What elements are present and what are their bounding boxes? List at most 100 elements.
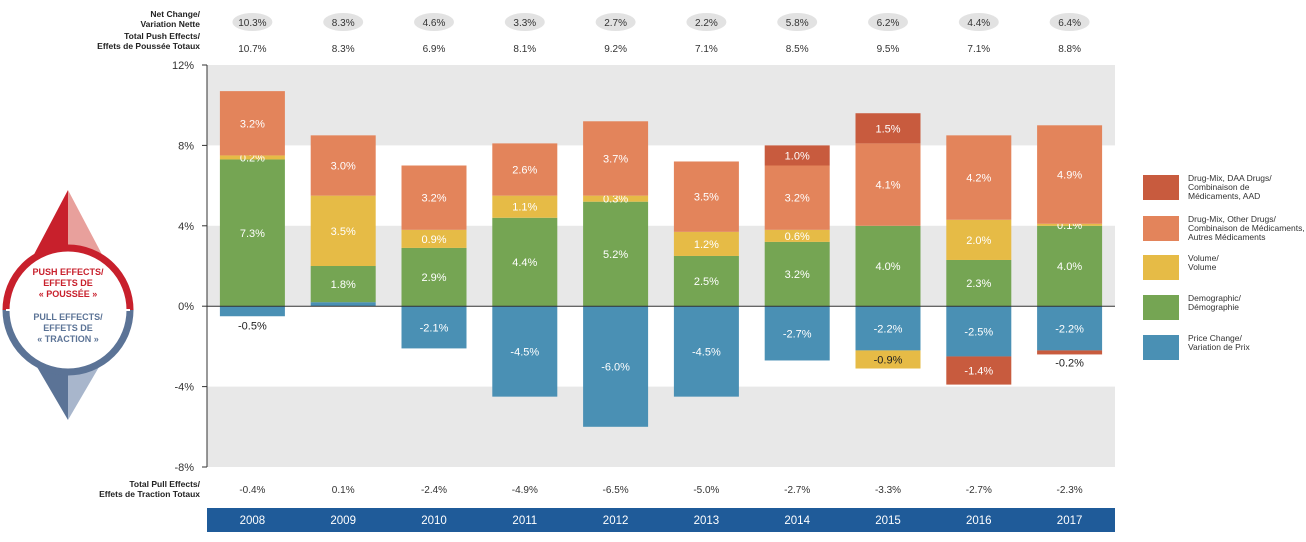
push-effects-label: PUSH EFFECTS/ <box>32 267 104 277</box>
bar-segment-volume-2013 <box>673 231 739 256</box>
y-tick-label: 0% <box>178 301 194 313</box>
legend-swatch-demo <box>1143 295 1179 320</box>
total-push-value: 7.1% <box>695 44 718 55</box>
data-label-other-2013: 3.5% <box>694 192 719 204</box>
data-label-price-2012: -6.0% <box>601 362 630 374</box>
total-push-value: 6.9% <box>423 44 446 55</box>
y-tick-label: 12% <box>172 60 194 72</box>
y-tick-label: 8% <box>178 140 194 152</box>
data-label-other-2015: 4.1% <box>875 180 900 192</box>
data-label-daa-2015: 1.5% <box>875 123 900 135</box>
net-change-value: 2.7% <box>604 18 627 29</box>
legend-label-daa: Médicaments, AAD <box>1188 191 1260 201</box>
x-tick-label: 2008 <box>240 515 266 527</box>
legend-label-demo: Démographie <box>1188 302 1239 312</box>
data-label-demo-2014: 3.2% <box>785 269 810 281</box>
data-label-price-2011: -4.5% <box>510 346 539 358</box>
legend-label-daa: Combinaison de <box>1188 182 1250 192</box>
data-label-volume-2008: 0.2% <box>240 152 265 164</box>
net-change-badge <box>777 13 818 31</box>
total-push-value: 8.3% <box>332 44 355 55</box>
data-label-price-2016: -2.5% <box>964 326 993 338</box>
data-label-other-2012: 3.7% <box>603 153 628 165</box>
legend-label-daa: Drug-Mix, DAA Drugs/ <box>1188 173 1272 183</box>
net-change-badge <box>414 13 454 31</box>
bar-segment-volume-2008 <box>219 155 285 160</box>
bar-segment-price-2010 <box>401 306 467 349</box>
legend-label-price: Variation de Prix <box>1188 342 1250 352</box>
bar-segment-demo-2011 <box>492 217 558 307</box>
total-pull-value: -2.4% <box>421 485 447 496</box>
data-label-volume-2014: 0.6% <box>785 231 810 243</box>
bar-segment-other-2011 <box>492 143 558 196</box>
total-pull-value: -6.5% <box>603 485 629 496</box>
bar-segment-daa-2016 <box>946 356 1012 385</box>
total-pull-value: -5.0% <box>693 485 719 496</box>
x-tick-label: 2017 <box>1057 515 1083 527</box>
bar-segment-demo-2017 <box>1037 225 1103 307</box>
bar-segment-price-2008 <box>219 306 285 317</box>
legend-swatch-daa <box>1143 175 1179 200</box>
total-push-value: 10.7% <box>238 44 266 55</box>
data-label-price-2010: -2.1% <box>420 322 449 334</box>
total-push-value: 7.1% <box>967 44 990 55</box>
total-pull-value: 0.1% <box>332 485 355 496</box>
net-change-badge <box>1049 13 1090 31</box>
legend-label-volume: Volume/ <box>1188 253 1219 263</box>
data-label-daa-2017: -0.2% <box>1055 357 1084 369</box>
data-label-other-2016: 4.2% <box>966 173 991 185</box>
bar-segment-volume-2014 <box>764 229 830 242</box>
bar-segment-other-2009 <box>310 135 376 196</box>
data-label-daa-2014: 1.0% <box>785 150 810 162</box>
net-change-badge <box>958 13 999 31</box>
bar-segment-daa-2015 <box>855 113 921 144</box>
net-change-value: 3.3% <box>513 18 536 29</box>
push-effects-label: « POUSSÉE » <box>39 289 98 299</box>
data-label-daa-2016: -1.4% <box>964 366 993 378</box>
push-effects-label: EFFETS DE <box>43 278 93 288</box>
legend-swatch-price <box>1143 335 1179 360</box>
bar-segment-volume-2015 <box>855 350 921 369</box>
x-tick-label: 2010 <box>421 515 447 527</box>
net-change-value: 10.3% <box>238 18 266 29</box>
data-label-volume-2016: 2.0% <box>966 235 991 247</box>
net-change-label: Variation Nette <box>140 19 200 29</box>
x-tick-label: 2011 <box>512 515 537 527</box>
pull-effects-label: EFFETS DE <box>43 323 93 333</box>
total-push-value: 8.8% <box>1058 44 1081 55</box>
push-ring <box>2 244 134 311</box>
net-change-value: 4.4% <box>967 18 990 29</box>
x-tick-label: 2013 <box>694 515 720 527</box>
data-label-demo-2008: 7.3% <box>240 228 265 240</box>
data-label-price-2013: -4.5% <box>692 346 721 358</box>
x-tick-label: 2014 <box>784 515 810 527</box>
net-change-value: 2.2% <box>695 18 718 29</box>
total-pull-value: -2.7% <box>784 485 810 496</box>
push-arrow-left <box>30 190 68 262</box>
y-tick-label: -8% <box>174 462 194 474</box>
bar-segment-volume-2017 <box>1037 223 1103 226</box>
x-tick-label: 2012 <box>603 515 629 527</box>
data-label-volume-2011: 1.1% <box>512 202 537 214</box>
data-label-other-2008: 3.2% <box>240 118 265 130</box>
bar-segment-demo-2008 <box>219 159 285 307</box>
bar-segment-demo-2010 <box>401 247 467 307</box>
pull-effects-label: PULL EFFECTS/ <box>33 312 103 322</box>
net-change-badge <box>504 13 545 31</box>
net-change-badge <box>323 13 364 31</box>
bar-segment-daa-2017 <box>1037 350 1103 355</box>
total-push-value: 9.5% <box>877 44 900 55</box>
y-tick-label: -4% <box>174 382 194 394</box>
data-label-volume-2009: 3.5% <box>331 226 356 238</box>
legend-label-volume: Volume <box>1188 262 1217 272</box>
bar-segment-other-2010 <box>401 165 467 230</box>
net-change-value: 6.4% <box>1058 18 1081 29</box>
bar-segment-other-2013 <box>673 161 739 232</box>
data-label-other-2009: 3.0% <box>331 161 356 173</box>
data-label-volume-2012: 0.3% <box>603 194 628 206</box>
y-tick-label: 4% <box>178 221 194 233</box>
net-change-badge <box>686 13 727 31</box>
bar-segment-demo-2009 <box>310 266 376 303</box>
bar-segment-price-2015 <box>855 306 921 351</box>
